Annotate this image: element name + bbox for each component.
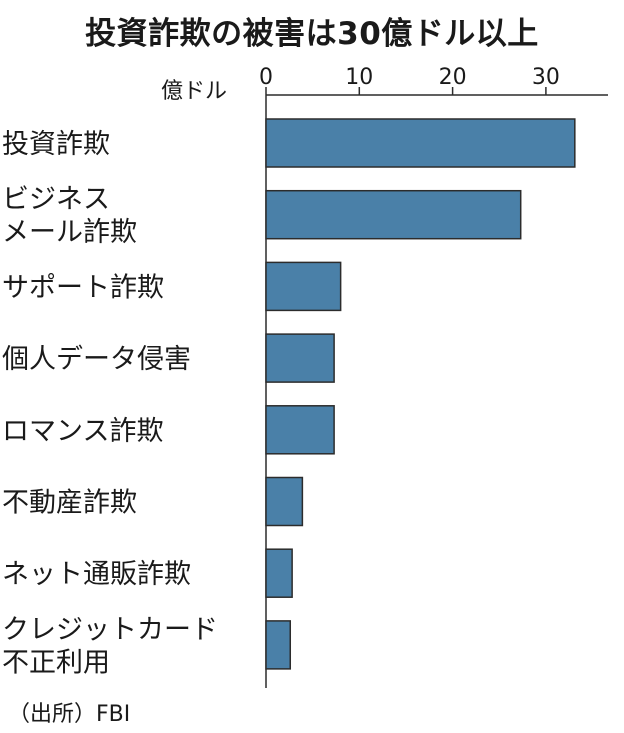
- category-label: 不動産詐欺: [2, 488, 137, 519]
- category-label: ネット通販詐欺: [2, 559, 191, 590]
- bar: [265, 118, 576, 168]
- bar: [265, 476, 304, 527]
- category-label: 個人データ侵害: [2, 344, 191, 375]
- bar: [265, 333, 335, 383]
- x-axis-unit-label: 億ドル: [161, 79, 227, 104]
- bar: [265, 189, 522, 240]
- category-label: サポート詐欺: [2, 272, 164, 303]
- x-tick-label: 0: [259, 65, 273, 90]
- bar: [265, 261, 342, 312]
- bar: [265, 620, 292, 670]
- category-label: ビジネス: [2, 184, 110, 215]
- x-tick-label: 10: [345, 65, 373, 90]
- category-label: ロマンス詐欺: [2, 416, 163, 447]
- x-tick-label: 30: [532, 65, 560, 90]
- bar: [265, 548, 293, 598]
- category-label: 不正利用: [2, 647, 110, 678]
- category-label: クレジットカード: [2, 614, 218, 645]
- x-tick-label: 20: [439, 65, 467, 90]
- source-note: （出所）FBI: [8, 702, 131, 727]
- bar: [265, 405, 335, 455]
- chart-title: 投資詐欺の被害は30億ドル以上: [85, 16, 539, 52]
- category-label: 投資詐欺: [2, 129, 110, 160]
- category-label: メール詐欺: [2, 217, 137, 248]
